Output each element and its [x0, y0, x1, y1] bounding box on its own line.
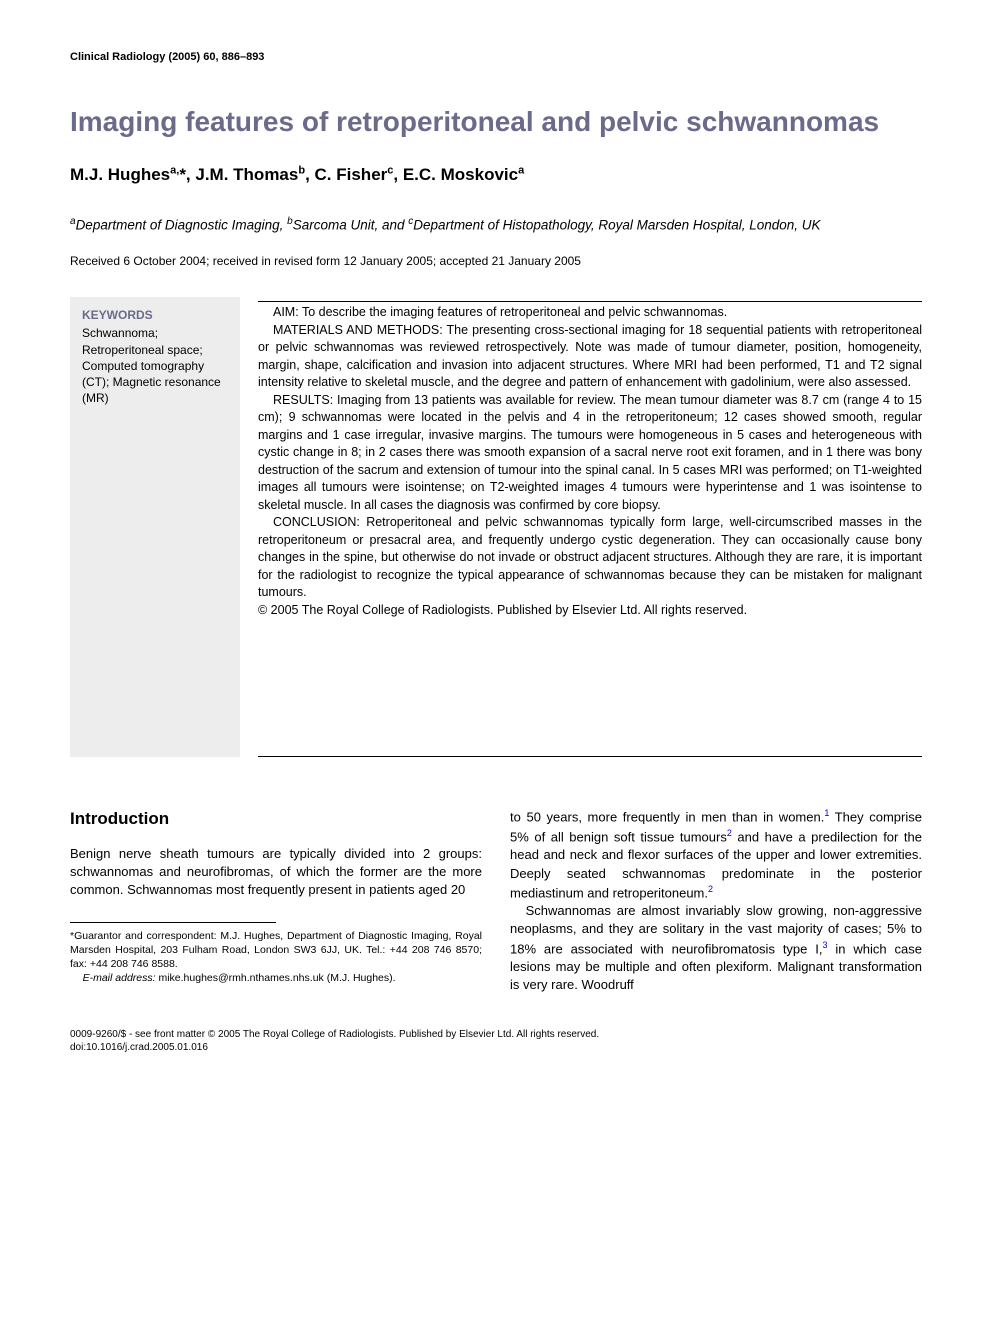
keywords-list: Schwannoma; Retroperitoneal space; Compu…: [82, 325, 228, 406]
body-columns: Introduction Benign nerve sheath tumours…: [70, 807, 922, 994]
intro-right-p2: Schwannomas are almost invariably slow g…: [510, 902, 922, 994]
article-dates: Received 6 October 2004; received in rev…: [70, 253, 922, 270]
right-column: to 50 years, more frequently in men than…: [510, 807, 922, 994]
introduction-heading: Introduction: [70, 807, 482, 831]
abstract-aim: AIM: To describe the imaging features of…: [258, 304, 922, 322]
intro-left-para: Benign nerve sheath tumours are typicall…: [70, 845, 482, 900]
abstract-results: RESULTS: Imaging from 13 patients was av…: [258, 392, 922, 515]
keywords-heading: KEYWORDS: [82, 307, 228, 323]
article-title: Imaging features of retroperitoneal and …: [70, 105, 922, 139]
page-footer: 0009-9260/$ - see front matter © 2005 Th…: [70, 1028, 922, 1054]
correspondent-footnote: *Guarantor and correspondent: M.J. Hughe…: [70, 929, 482, 986]
abstract-copyright: © 2005 The Royal College of Radiologists…: [258, 602, 922, 620]
footnote-rule: [70, 922, 276, 923]
left-column: Introduction Benign nerve sheath tumours…: [70, 807, 482, 994]
abstract-conclusion: CONCLUSION: Retroperitoneal and pelvic s…: [258, 514, 922, 602]
abstract-methods: MATERIALS AND METHODS: The presenting cr…: [258, 322, 922, 392]
keywords-box: KEYWORDS Schwannoma; Retroperitoneal spa…: [70, 297, 240, 757]
abstract-text: AIM: To describe the imaging features of…: [258, 297, 922, 757]
abstract-block: KEYWORDS Schwannoma; Retroperitoneal spa…: [70, 297, 922, 757]
authors-line: M.J. Hughesa,*, J.M. Thomasb, C. Fisherc…: [70, 163, 922, 187]
affiliations: aDepartment of Diagnostic Imaging, bSarc…: [70, 215, 922, 235]
footer-line2: doi:10.1016/j.crad.2005.01.016: [70, 1041, 922, 1054]
footnote-email: E-mail address: mike.hughes@rmh.nthames.…: [70, 971, 482, 985]
footnote-address: *Guarantor and correspondent: M.J. Hughe…: [70, 929, 482, 972]
footer-line1: 0009-9260/$ - see front matter © 2005 Th…: [70, 1028, 922, 1041]
intro-right-p1: to 50 years, more frequently in men than…: [510, 807, 922, 902]
running-head: Clinical Radiology (2005) 60, 886–893: [70, 50, 922, 65]
